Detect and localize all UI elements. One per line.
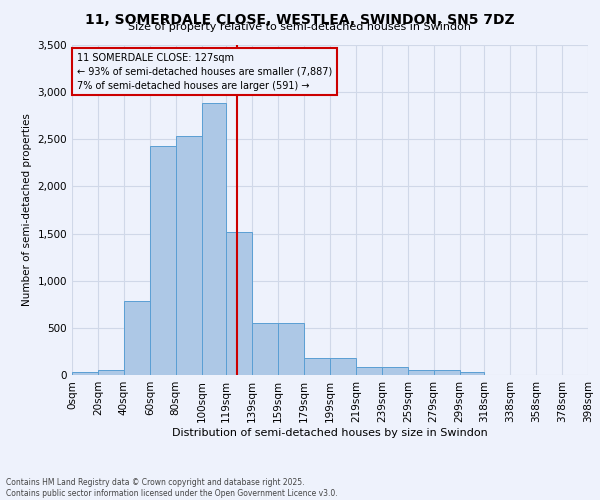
Text: 11 SOMERDALE CLOSE: 127sqm
← 93% of semi-detached houses are smaller (7,887)
7% : 11 SOMERDALE CLOSE: 127sqm ← 93% of semi…	[77, 52, 332, 90]
Bar	[150, 146, 176, 375]
Text: Contains HM Land Registry data © Crown copyright and database right 2025.
Contai: Contains HM Land Registry data © Crown c…	[6, 478, 338, 498]
Bar	[98, 370, 124, 375]
Bar	[460, 372, 484, 375]
Bar	[226, 232, 252, 375]
Bar	[72, 372, 98, 375]
Y-axis label: Number of semi-detached properties: Number of semi-detached properties	[22, 114, 32, 306]
Bar	[278, 323, 304, 375]
X-axis label: Distribution of semi-detached houses by size in Swindon: Distribution of semi-detached houses by …	[172, 428, 488, 438]
Bar	[408, 370, 434, 375]
Bar	[124, 300, 150, 375]
Bar	[382, 366, 408, 375]
Bar	[434, 370, 460, 375]
Bar	[304, 358, 330, 375]
Text: Size of property relative to semi-detached houses in Swindon: Size of property relative to semi-detach…	[128, 22, 472, 32]
Bar	[202, 104, 226, 375]
Bar	[252, 323, 278, 375]
Bar	[176, 136, 202, 375]
Text: 11, SOMERDALE CLOSE, WESTLEA, SWINDON, SN5 7DZ: 11, SOMERDALE CLOSE, WESTLEA, SWINDON, S…	[85, 12, 515, 26]
Bar	[330, 358, 356, 375]
Bar	[356, 366, 382, 375]
